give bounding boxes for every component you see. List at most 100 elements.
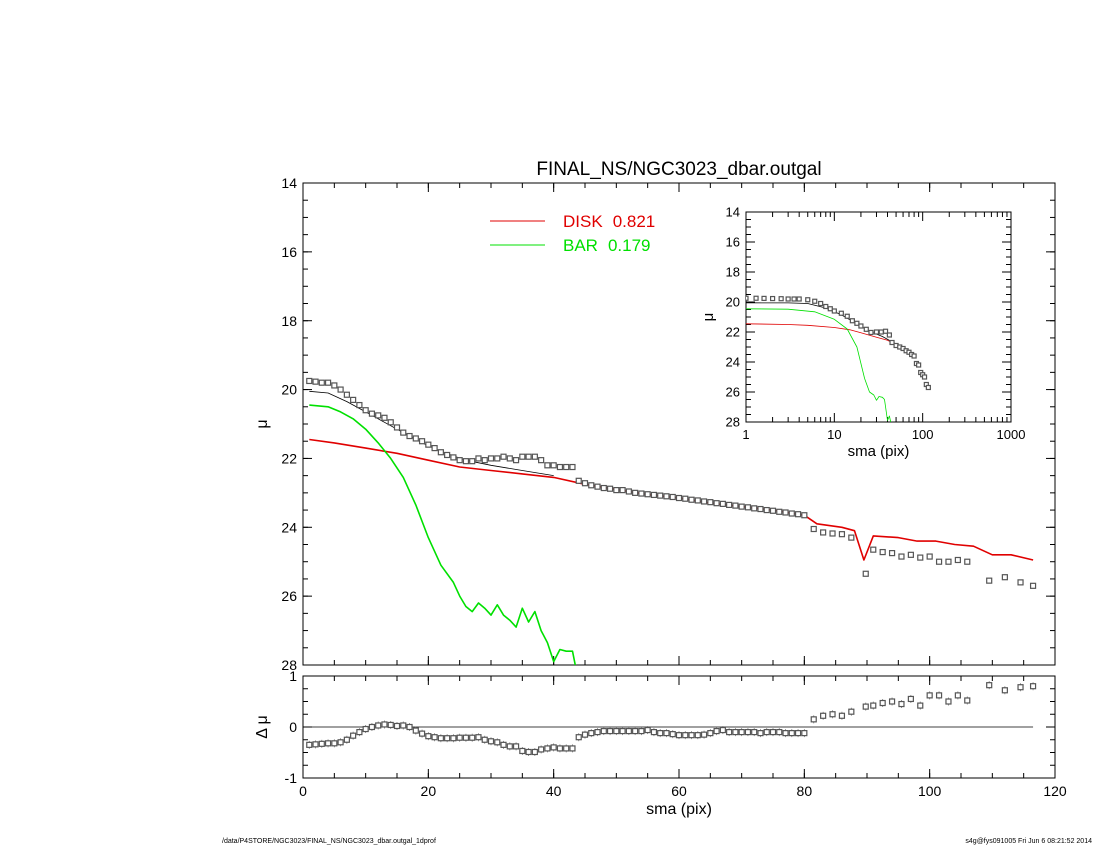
main-data-point [757,505,764,513]
main-data-point [751,505,758,512]
main-data-point [954,556,961,564]
residual-y-tick-label: 1 [289,668,297,684]
main-data-point [581,480,589,487]
residual-data-point [757,730,764,737]
inset-data-point [878,329,884,335]
main-data-point [456,457,463,464]
main-data-point [575,477,582,484]
inset-data-point [921,374,928,380]
main-data-point [763,506,770,514]
residual-data-point [506,743,513,750]
main-data-point [425,441,432,448]
residual-data-point [600,727,607,735]
main-data-point [888,550,896,557]
main-data-point [337,386,344,393]
main-data-point [838,531,846,538]
residual-data-point [700,731,708,738]
main-data-point [700,498,708,505]
main-data-point [744,504,752,511]
main-data-point [776,508,783,515]
main-data-point [688,496,695,503]
main-data-point [431,445,438,452]
main-data-point [632,489,639,496]
main-y-tick-label: 28 [281,657,297,673]
residual-data-point [707,730,714,737]
residual-data-point [425,733,432,740]
main-data-point [829,530,836,537]
main-data-point [625,488,632,495]
inset-x-tick-label: 1000 [997,427,1026,442]
residual-data-point [738,728,745,736]
main-data-point [312,378,319,385]
residual-data-point [794,730,802,737]
main-data-point [719,500,726,507]
inset-x-tick-label: 1 [742,427,749,442]
inset-data-point [889,339,895,346]
inset-data-point [854,320,860,326]
main-data-point [782,509,789,516]
main-data-point [324,379,332,386]
main-y-tick-label: 14 [281,175,297,191]
inset-plot-area [746,295,931,422]
residual-data-point [569,745,576,752]
residual-data-point [926,692,933,699]
main-data-point [682,495,689,502]
residual-data-point [444,735,451,742]
main-data-point [406,432,413,440]
main-data-point [707,499,714,506]
footer-file-path: /data/P4STORE/NGC3023/FINAL_NS/NGC3023_d… [222,838,436,845]
main-data-point [820,529,827,536]
main-data-point [964,558,971,565]
inset-data-point [812,298,818,304]
main-data-point [713,500,720,507]
main-data-point [500,453,507,460]
main-data-point [588,482,595,489]
inset-y-tick-label: 20 [726,295,740,310]
main-data-point [450,454,457,461]
residual-data-point [531,748,538,756]
inset-data-point [791,296,797,302]
inset-x-axis-label: sma (pix) [848,443,910,460]
inset-y-tick-label: 28 [726,415,740,430]
residual-data-point [769,728,777,736]
main-data-point [657,492,664,499]
residual-data-point [381,721,388,728]
main-data-point [801,512,808,519]
main-data-point [907,551,914,558]
inset-data-point [882,328,889,334]
inset-data-point [873,329,880,335]
main-data-point [644,491,651,498]
residual-y-axis-label: Δ μ [254,715,271,738]
residual-x-tick-label: 60 [671,783,687,799]
residual-data-point [437,735,444,742]
residual-data-point [954,692,961,699]
inset-data-point [886,332,892,338]
residual-y-tick-label: -1 [285,770,298,786]
residual-data-point [324,740,332,747]
residual-data-point [519,747,526,755]
main-data-point [475,455,482,462]
main-data-point [810,525,817,533]
residual-data-point [917,702,924,709]
main-data-point [462,458,470,465]
inset-data-point [858,323,864,329]
residual-data-point [935,692,943,699]
main-data-point [331,382,338,389]
inset-data-point [818,300,824,307]
residual-data-point [500,741,507,748]
inset-y-axis-label: μ [700,313,717,322]
main-data-point [794,511,802,518]
main-y-axis-label: μ [254,419,271,428]
residual-data-point [986,682,993,689]
main-data-point [738,503,745,510]
residual-data-point [393,722,401,730]
main-data-point [368,410,376,417]
residual-data-point [663,730,670,737]
inset-data-point [823,303,829,310]
inset-series-line-bar [746,308,892,422]
legend-label: BAR [563,236,598,255]
residual-data-point [726,728,733,736]
main-data-point [556,463,564,471]
main-data-point [788,510,795,517]
